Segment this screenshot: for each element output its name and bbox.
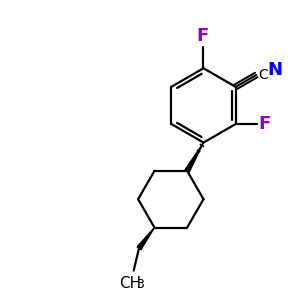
Text: N: N	[268, 61, 283, 79]
Text: 3: 3	[136, 278, 144, 291]
Text: CH: CH	[120, 276, 142, 291]
Text: F: F	[259, 115, 271, 133]
Text: F: F	[197, 27, 209, 45]
Text: C: C	[258, 68, 268, 82]
Polygon shape	[137, 227, 154, 250]
Polygon shape	[185, 142, 203, 172]
